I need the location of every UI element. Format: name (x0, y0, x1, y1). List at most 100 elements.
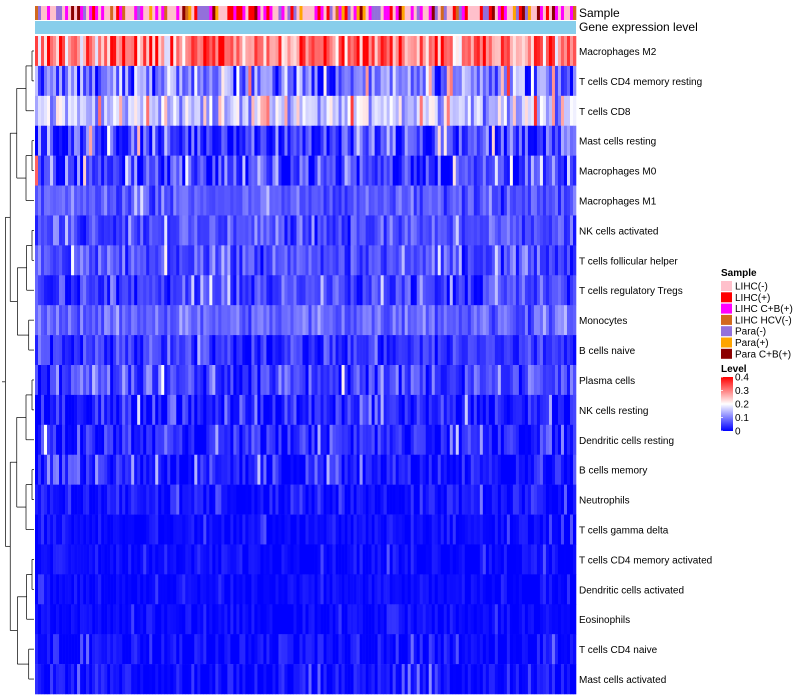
heatmap-cell (80, 275, 84, 306)
heatmap-cell (230, 215, 234, 246)
heatmap-cell (401, 514, 405, 545)
heatmap-cell (464, 454, 469, 485)
sample-annotation-cell (215, 6, 219, 20)
heatmap-cell (272, 185, 276, 216)
heatmap-cell (116, 604, 120, 635)
heatmap-cell (284, 275, 288, 306)
heatmap-cell (416, 275, 421, 306)
heatmap-cell (374, 305, 378, 336)
heatmap-cell (344, 544, 348, 575)
heatmap-cell (305, 335, 309, 366)
heatmap-cell (449, 185, 454, 216)
heatmap-cell (137, 36, 141, 67)
heatmap-cell (173, 365, 177, 396)
sample-annotation-cell (86, 6, 90, 20)
heatmap-cell (323, 65, 327, 97)
heatmap-cell (452, 484, 457, 515)
heatmap-cell (134, 305, 138, 336)
heatmap-cell (374, 454, 378, 485)
heatmap-cell (77, 454, 81, 485)
heatmap-cell (470, 335, 475, 366)
heatmap-cell (38, 514, 42, 545)
heatmap-cell (83, 155, 87, 186)
heatmap-cell (566, 664, 571, 695)
heatmap-cell (110, 215, 114, 246)
heatmap-cell (263, 155, 267, 186)
heatmap-cell (149, 574, 153, 605)
heatmap-cell (338, 664, 342, 695)
heatmap-cell (521, 335, 526, 366)
heatmap-cell (377, 394, 381, 426)
heatmap-cell (236, 245, 240, 276)
heatmap-cell (437, 664, 442, 695)
legend-level-colorbar (721, 377, 733, 431)
heatmap-cell (116, 95, 120, 127)
heatmap-cell (122, 574, 126, 605)
heatmap-cell (71, 215, 75, 246)
heatmap-cell (506, 215, 511, 246)
heatmap-cell (365, 664, 369, 695)
heatmap-cell (62, 454, 66, 485)
heatmap-cell (89, 305, 93, 336)
heatmap-cell (383, 634, 387, 665)
heatmap-cell (353, 65, 357, 97)
heatmap-cell (251, 36, 255, 67)
heatmap-cell (314, 604, 318, 635)
heatmap-cell (518, 125, 523, 156)
heatmap-cell (218, 305, 222, 336)
heatmap-cell (269, 335, 273, 366)
heatmap-cell (44, 454, 48, 485)
heatmap-cell (497, 245, 502, 276)
heatmap-cell (158, 544, 162, 575)
heatmap-cell (89, 335, 93, 366)
heatmap-cell (476, 365, 481, 396)
heatmap-cell (98, 484, 102, 515)
heatmap-cell (443, 634, 448, 665)
heatmap-cell (362, 65, 366, 97)
heatmap-cell (137, 574, 141, 605)
heatmap-cell (47, 185, 51, 216)
sample-annotation-cell (311, 6, 315, 20)
heatmap-cell (167, 65, 171, 97)
heatmap-cell (50, 185, 54, 216)
heatmap-cell (374, 514, 378, 545)
heatmap-cell (212, 215, 216, 246)
heatmap-cell (371, 544, 375, 575)
heatmap-cell (35, 365, 39, 396)
heatmap-cell (497, 514, 502, 545)
heatmap-cell (161, 125, 165, 156)
heatmap-cell (248, 604, 252, 635)
heatmap-cell (443, 185, 448, 216)
heatmap-cell (266, 305, 270, 336)
heatmap-cell (149, 65, 153, 97)
heatmap-cell (320, 544, 324, 575)
heatmap-cell (392, 544, 396, 575)
heatmap-cell (479, 305, 484, 336)
heatmap-cell (485, 335, 490, 366)
heatmap-cell (458, 634, 463, 665)
heatmap-cell (236, 36, 240, 67)
heatmap-cell (185, 335, 189, 366)
heatmap-cell (89, 36, 93, 67)
sample-annotation-cell (431, 6, 436, 20)
heatmap-cell (245, 95, 249, 127)
heatmap-cell (515, 125, 520, 156)
heatmap-cell (353, 95, 357, 127)
heatmap-cell (200, 155, 204, 186)
heatmap-cell (488, 215, 493, 246)
heatmap-cell (281, 484, 285, 515)
heatmap-cell (335, 36, 339, 67)
heatmap-cell (380, 155, 384, 186)
heatmap-cell (428, 155, 433, 186)
heatmap-cell (410, 155, 414, 186)
heatmap-row (35, 36, 577, 67)
heatmap-cell (509, 155, 514, 186)
heatmap-cell (101, 36, 105, 67)
heatmap-cell (530, 664, 535, 695)
heatmap-cell (506, 95, 511, 127)
heatmap-cell (194, 574, 198, 605)
sample-annotation-cell (89, 6, 93, 20)
heatmap-cell (233, 664, 237, 695)
heatmap-cell (158, 215, 162, 246)
heatmap-cell (44, 604, 48, 635)
